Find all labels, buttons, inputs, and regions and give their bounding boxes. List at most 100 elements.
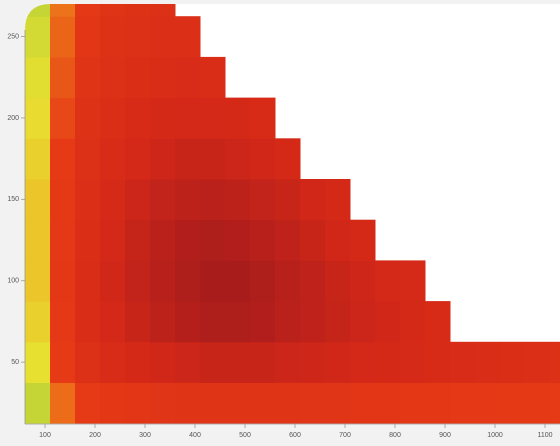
contour-cell — [375, 341, 401, 383]
contour-cell — [125, 260, 151, 302]
contour-cell — [325, 341, 351, 383]
contour-cell — [450, 382, 476, 424]
contour-cell — [200, 341, 226, 383]
contour-cell — [425, 382, 451, 424]
contour-cell — [400, 382, 426, 424]
contour-cell — [550, 382, 560, 424]
contour-cell — [125, 16, 151, 58]
contour-field — [25, 4, 560, 424]
contour-cell — [50, 138, 76, 180]
contour-cell — [125, 179, 151, 221]
contour-cell — [475, 341, 501, 383]
contour-cell — [175, 97, 201, 139]
contour-cell — [400, 341, 426, 383]
contour-cell — [100, 56, 126, 99]
contour-cell — [200, 179, 226, 221]
contour-cell — [450, 341, 476, 383]
contour-cell — [325, 260, 351, 302]
contour-cell — [75, 219, 101, 261]
contour-cell — [75, 138, 101, 180]
contour-cell — [150, 260, 176, 302]
contour-cell — [325, 382, 351, 424]
contour-cell — [275, 341, 301, 383]
contour-cell — [350, 301, 376, 343]
contour-cell — [175, 382, 201, 424]
contour-cell — [325, 179, 351, 221]
contour-cell — [150, 138, 176, 180]
contour-cell — [200, 56, 226, 99]
contour-cell — [175, 16, 201, 58]
contour-cell — [50, 260, 76, 302]
contour-cell — [425, 341, 451, 383]
contour-cell — [125, 301, 151, 343]
contour-cell — [300, 341, 326, 383]
x-tick-label: 800 — [389, 432, 401, 439]
contour-cell — [150, 301, 176, 343]
contour-cell — [375, 301, 401, 343]
contour-cell — [125, 219, 151, 261]
contour-cell — [125, 382, 151, 424]
contour-cell — [75, 382, 101, 424]
contour-cell — [125, 341, 151, 383]
x-tick-label: 900 — [439, 432, 451, 439]
contour-cell — [275, 382, 301, 424]
contour-cell — [250, 382, 276, 424]
contour-cell — [25, 97, 51, 139]
contour-cell — [25, 56, 51, 99]
contour-cell — [175, 301, 201, 343]
x-tick-label: 1100 — [537, 432, 552, 439]
contour-cell — [175, 138, 201, 180]
contour-cell — [100, 97, 126, 139]
contour-cell — [250, 219, 276, 261]
contour-cell — [275, 219, 301, 261]
contour-cell — [525, 341, 551, 383]
contour-cell — [250, 97, 276, 139]
contour-cell — [550, 341, 560, 383]
y-tick-label: 250 — [7, 33, 19, 40]
contour-cell — [25, 179, 51, 221]
contour-cell — [225, 382, 251, 424]
contour-cell — [250, 179, 276, 221]
contour-cell — [75, 260, 101, 302]
contour-cell — [125, 56, 151, 99]
contour-cell — [50, 219, 76, 261]
contour-cell — [50, 16, 76, 58]
x-tick-label: 300 — [139, 432, 151, 439]
contour-cell — [100, 260, 126, 302]
contour-cell — [100, 341, 126, 383]
contour-cell — [125, 4, 151, 17]
contour-cell — [400, 301, 426, 343]
contour-cell — [75, 301, 101, 343]
contour-cell — [25, 138, 51, 180]
contour-cell — [225, 97, 251, 139]
contour-cell — [75, 341, 101, 383]
contour-cell — [525, 382, 551, 424]
contour-cell — [150, 341, 176, 383]
contour-cell — [225, 301, 251, 343]
contour-cell — [25, 382, 51, 424]
contour-cell — [275, 260, 301, 302]
contour-cell — [100, 16, 126, 58]
contour-cell — [175, 260, 201, 302]
x-tick-label: 200 — [89, 432, 101, 439]
contour-cell — [175, 56, 201, 99]
contour-cell — [150, 97, 176, 139]
contour-cell — [100, 138, 126, 180]
x-tick-label: 100 — [39, 432, 51, 439]
contour-cell — [75, 97, 101, 139]
contour-cell — [425, 301, 451, 343]
contour-cell — [225, 138, 251, 180]
contour-cell — [225, 341, 251, 383]
x-tick-label: 400 — [189, 432, 201, 439]
contour-cell — [275, 179, 301, 221]
contour-cell — [200, 138, 226, 180]
contour-cell — [175, 341, 201, 383]
contour-cell — [25, 341, 51, 383]
x-tick-label: 500 — [239, 432, 251, 439]
contour-cell — [400, 260, 426, 302]
contour-cell — [225, 260, 251, 302]
contour-cell — [350, 382, 376, 424]
contour-cell — [475, 382, 501, 424]
contour-cell — [25, 16, 51, 58]
